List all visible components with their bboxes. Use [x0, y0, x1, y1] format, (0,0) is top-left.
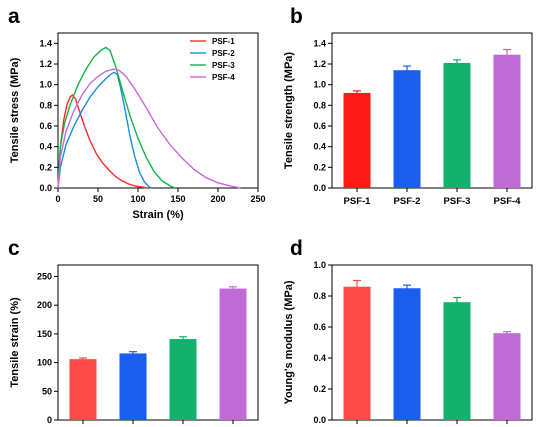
y-axis-title-d: Young's modulus (MPa): [283, 280, 295, 404]
bar-psf-4: [493, 333, 521, 420]
panel-letter-b: b: [290, 5, 303, 28]
y-tick-label-d: 0.2: [313, 384, 326, 394]
category-label-psf-1: PSF-1: [344, 196, 372, 207]
legend-label-psf-2: PSF-2: [212, 49, 235, 58]
y-tick-label-b: 1.4: [313, 38, 326, 48]
y-tick-label-a: 0.6: [39, 121, 52, 131]
bar-psf-3: [443, 62, 471, 188]
y-tick-label-c: 0: [47, 415, 52, 425]
y-tick-label-d: 0.0: [313, 415, 326, 425]
x-tick-label-a: 50: [93, 194, 103, 204]
bar-psf-4: [493, 54, 521, 189]
y-tick-label-b: 0.4: [313, 142, 326, 152]
plot-frame-d: [331, 264, 533, 421]
legend-label-psf-3: PSF-3: [212, 61, 235, 70]
y-tick-label-a: 1.2: [39, 59, 52, 69]
bar-psf-2: [393, 288, 421, 420]
bar-psf-2: [393, 70, 421, 188]
panel-letter-c: c: [8, 237, 20, 260]
y-tick-label-c: 200: [37, 300, 52, 310]
x-tick-label-a: 200: [210, 194, 225, 204]
plot-frame-a: [57, 32, 259, 189]
x-tick-label-a: 250: [250, 194, 265, 204]
y-axis-title-a: Tensile stress (MPa): [9, 57, 21, 163]
bar-psf-1: [343, 92, 371, 188]
plot-frame-b: [331, 32, 533, 189]
y-axis-title-c: Tensile strain (%): [9, 297, 21, 388]
y-tick-label-c: 150: [37, 329, 52, 339]
series-line-psf-3: [57, 46, 176, 189]
y-tick-label-a: 0.4: [39, 142, 52, 152]
bar-psf-3: [443, 302, 471, 420]
bar-psf-2: [119, 353, 147, 420]
y-tick-label-a: 0.2: [39, 162, 52, 172]
y-tick-label-a: 1.4: [39, 38, 52, 48]
series-line-psf-2: [57, 71, 153, 189]
y-tick-label-a: 0.0: [39, 183, 52, 193]
y-tick-label-d: 0.8: [313, 291, 326, 301]
y-tick-label-b: 0.2: [313, 162, 326, 172]
y-tick-label-b: 1.0: [313, 80, 326, 90]
bar-psf-4: [219, 288, 247, 420]
x-tick-label-a: 150: [170, 194, 185, 204]
y-tick-label-b: 0.6: [313, 121, 326, 131]
panel-letter-a: a: [8, 5, 20, 28]
y-tick-label-d: 0.4: [313, 353, 326, 363]
bar-psf-3: [169, 339, 197, 420]
legend-label-psf-4: PSF-4: [212, 73, 235, 82]
x-tick-label-a: 100: [130, 194, 145, 204]
y-tick-label-b: 0.0: [313, 183, 326, 193]
y-tick-label-c: 50: [42, 386, 52, 396]
category-label-psf-3: PSF-3: [444, 196, 471, 207]
y-tick-label-c: 100: [37, 358, 52, 368]
y-tick-label-a: 0.8: [39, 100, 52, 110]
category-label-psf-4: PSF-4: [494, 196, 522, 207]
y-tick-label-a: 1.0: [39, 80, 52, 90]
y-axis-title-b: Tensile strength (MPa): [283, 52, 295, 169]
y-tick-label-b: 0.8: [313, 100, 326, 110]
series-line-psf-1: [57, 93, 148, 189]
legend-label-psf-1: PSF-1: [212, 37, 235, 46]
y-tick-label-d: 1.0: [313, 260, 326, 270]
y-tick-label-d: 0.6: [313, 322, 326, 332]
plot-frame-c: [57, 264, 259, 421]
series-line-psf-4: [57, 68, 241, 189]
x-tick-label-a: 0: [55, 194, 60, 204]
bar-psf-1: [343, 286, 371, 420]
bar-psf-1: [69, 359, 97, 420]
y-tick-label-c: 250: [37, 271, 52, 281]
x-axis-title-a: Strain (%): [132, 209, 184, 221]
y-tick-label-b: 1.2: [313, 59, 326, 69]
category-label-psf-2: PSF-2: [394, 196, 421, 207]
panel-letter-d: d: [290, 237, 303, 260]
